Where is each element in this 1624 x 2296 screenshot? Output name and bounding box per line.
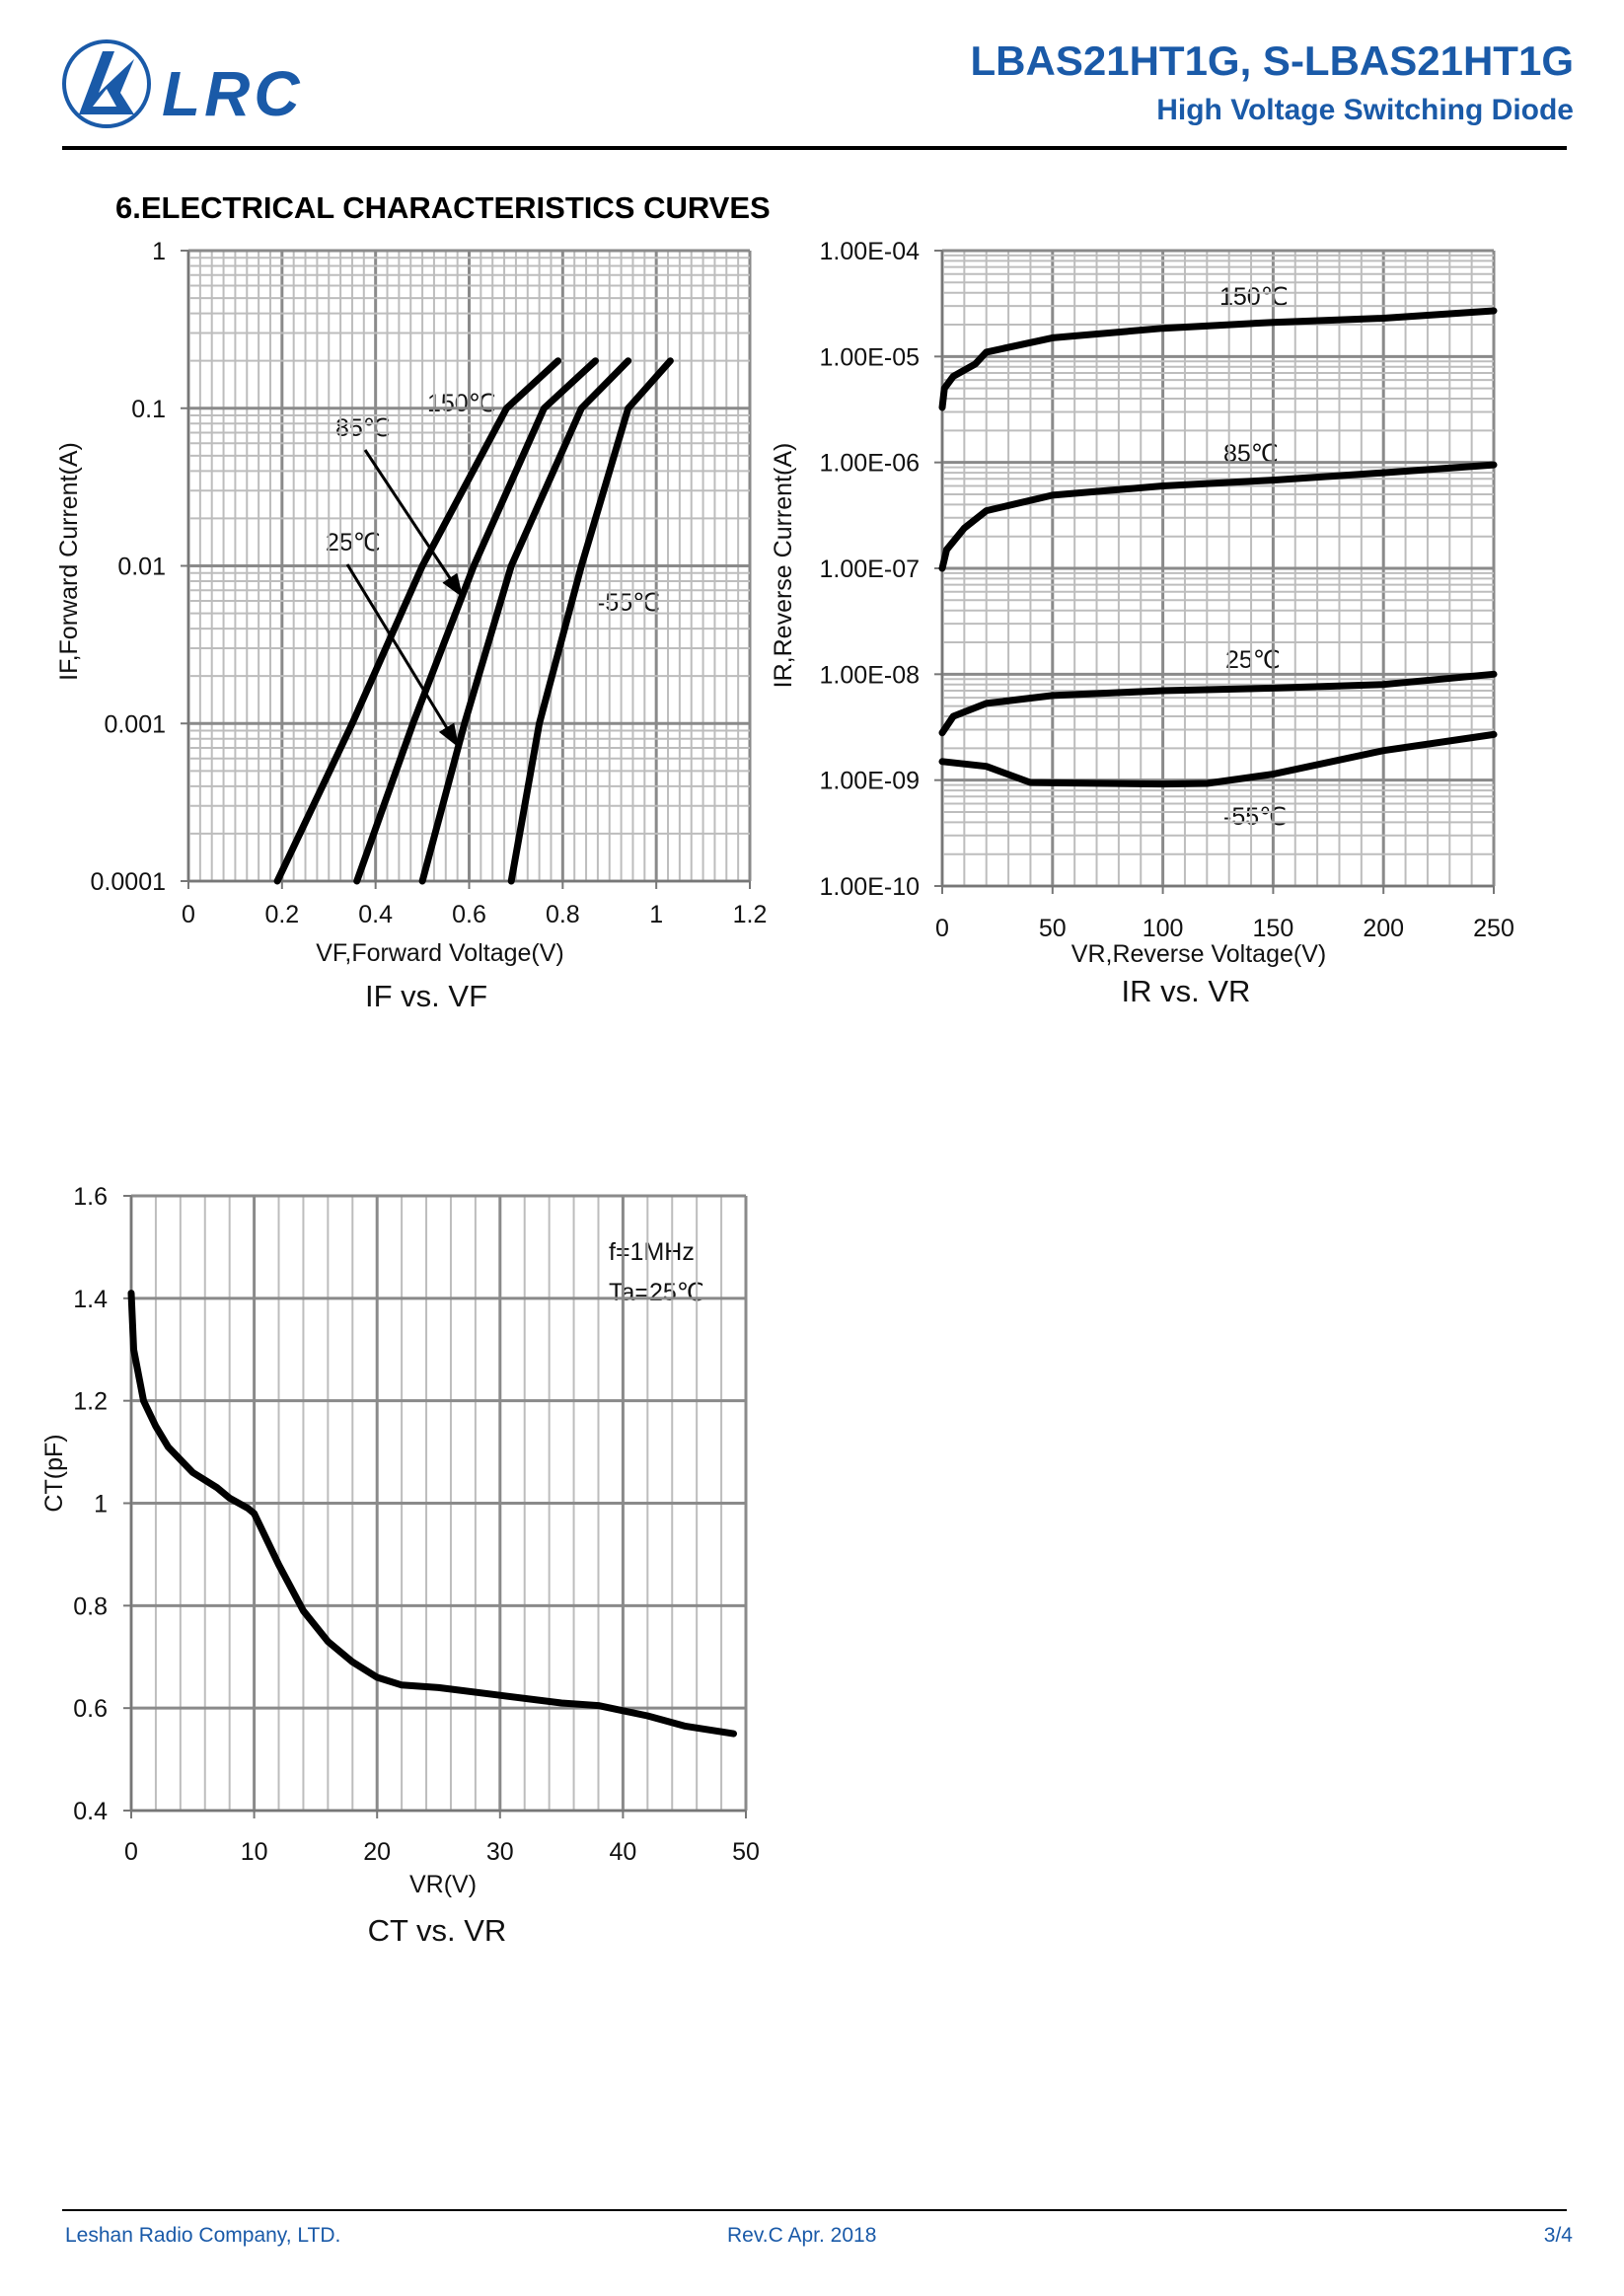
x-tick-label: 0.6	[452, 901, 486, 928]
y-tick-label: 1.00E-09	[820, 768, 920, 795]
y-tick-label: 1.4	[73, 1286, 108, 1313]
x-tick-label: 200	[1363, 915, 1404, 942]
series-line-25c	[938, 670, 1498, 737]
x-tick-label: 20	[363, 1838, 391, 1866]
y-tick-label: 0.0001	[91, 868, 166, 896]
series-line-150c	[273, 357, 562, 885]
series-line-150c	[938, 307, 1498, 411]
series-line-85c	[938, 461, 1498, 572]
annotation-temperature: Ta=25℃	[609, 1279, 704, 1306]
y-tick-label: 0.01	[117, 554, 166, 581]
header-divider	[62, 146, 1567, 150]
series-line-minus55c	[938, 730, 1498, 788]
document-subtitle: High Voltage Switching Diode	[1156, 94, 1574, 126]
y-tick-label: 1	[152, 238, 166, 265]
section-heading: 6.ELECTRICAL CHARACTERISTICS CURVES	[115, 190, 771, 225]
y-tick-label: 0.4	[73, 1798, 108, 1825]
y-tick-label: 0.8	[73, 1592, 108, 1620]
x-tick-label: 0.8	[546, 901, 580, 928]
lrc-logo: LRC	[62, 39, 304, 129]
y-axis-label: IR,Reverse Current(A)	[770, 443, 797, 689]
logo-circle-icon	[62, 39, 151, 128]
y-tick-label: 0.1	[131, 396, 166, 423]
x-tick-label: 150	[1253, 915, 1294, 942]
y-tick-label: 1.00E-10	[820, 873, 920, 901]
y-tick-label: 0.001	[104, 710, 166, 738]
y-tick-label: 0.6	[73, 1695, 108, 1723]
footer-divider	[62, 2209, 1567, 2211]
x-tick-label: 250	[1473, 915, 1514, 942]
chart-title: IR vs. VR	[1122, 974, 1251, 1008]
x-axis-label: VR(V)	[409, 1871, 477, 1898]
chart-ct-vs-vr: CT vs. VR VR(V) CT(pF) f=1MHz Ta=25℃ 1.6…	[40, 1183, 760, 1948]
x-tick-label: 0.2	[264, 901, 299, 928]
arrow-25c	[345, 563, 460, 748]
y-axis-label: IF,Forward Current(A)	[55, 442, 83, 681]
x-tick-label: 50	[1039, 915, 1067, 942]
chart-title: IF vs. VF	[365, 979, 487, 1013]
x-axis-label: VR,Reverse Voltage(V)	[1071, 940, 1326, 968]
x-tick-label: 10	[241, 1838, 268, 1866]
annotation-150c: 150℃	[427, 390, 496, 417]
x-tick-label: 0	[124, 1838, 138, 1866]
y-tick-label: 1.00E-05	[820, 343, 920, 371]
footer-revision: Rev.C Apr. 2018	[727, 2224, 877, 2247]
y-tick-label: 1.2	[73, 1388, 108, 1416]
x-tick-label: 30	[486, 1838, 514, 1866]
chart-title: CT vs. VR	[368, 1913, 507, 1948]
logo-triangle-icon	[79, 51, 134, 114]
x-tick-label: 100	[1143, 915, 1184, 942]
arrow-85c	[363, 449, 464, 598]
chart-if-vs-vf: IF vs. VF VF,Forward Voltage(V) IF,Forwa…	[55, 238, 767, 1013]
y-tick-label: 1.00E-08	[820, 661, 920, 689]
x-tick-label: 0	[182, 901, 195, 928]
y-tick-label: 1	[94, 1491, 108, 1518]
annotation-minus55c: -55℃	[597, 589, 660, 617]
y-tick-label: 1.00E-04	[820, 238, 921, 265]
chart-ir-vs-vr: IR vs. VR VR,Reverse Voltage(V) IR,Rever…	[770, 238, 1514, 1008]
y-axis-label: CT(pF)	[40, 1434, 68, 1512]
series-line-CT	[127, 1290, 737, 1738]
x-tick-label: 0	[935, 915, 949, 942]
annotation-25c: 25℃	[1225, 646, 1281, 674]
y-tick-label: 1.00E-07	[820, 555, 920, 583]
annotation-minus55c: -55℃	[1223, 803, 1287, 831]
y-tick-label: 1.00E-06	[820, 450, 920, 478]
grid	[186, 249, 752, 883]
footer-page-number: 3/4	[1543, 2224, 1573, 2247]
series-line-minus55c	[507, 357, 674, 885]
x-tick-label: 0.4	[358, 901, 393, 928]
footer-company: Leshan Radio Company, LTD.	[65, 2224, 341, 2247]
series-line-85c	[353, 357, 599, 885]
x-tick-label: 50	[732, 1838, 760, 1866]
x-tick-label: 1.2	[733, 901, 768, 928]
logo-text: LRC	[162, 58, 304, 129]
y-tick-label: 1.6	[73, 1183, 108, 1211]
document-title: LBAS21HT1G, S-LBAS21HT1G	[970, 37, 1574, 84]
series-line-25c	[418, 357, 632, 885]
x-tick-label: 1	[649, 901, 663, 928]
x-tick-label: 40	[609, 1838, 636, 1866]
x-axis-label: VF,Forward Voltage(V)	[316, 939, 564, 967]
